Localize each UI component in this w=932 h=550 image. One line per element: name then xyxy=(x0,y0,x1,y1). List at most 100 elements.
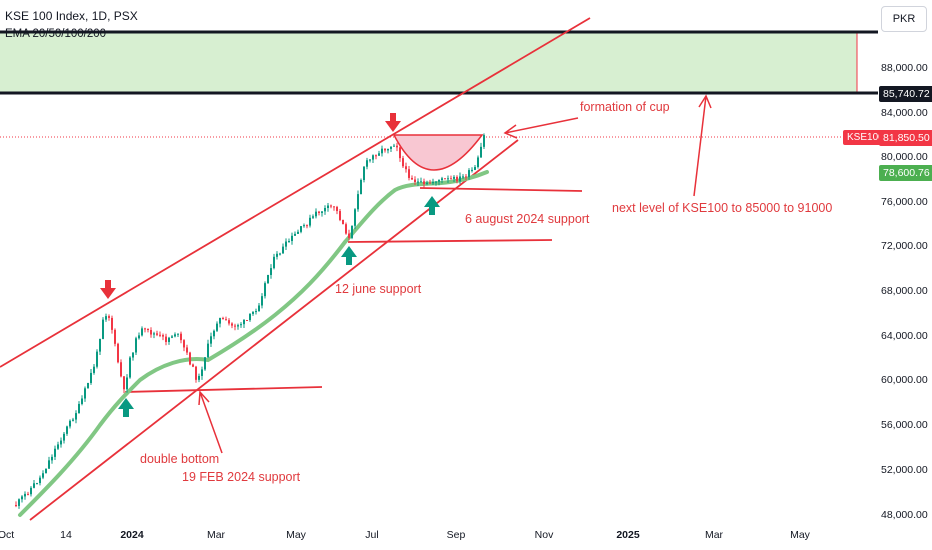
y-tick-label: 72,000.00 xyxy=(881,240,928,252)
candle-body xyxy=(231,323,233,326)
candle-body xyxy=(402,158,404,167)
annotation-june-support: 12 june support xyxy=(335,282,422,296)
candle-body xyxy=(234,325,236,327)
candle-body xyxy=(219,318,221,324)
y-tick-label: 48,000.00 xyxy=(881,509,928,521)
candle-body xyxy=(213,330,215,337)
target-zone xyxy=(0,32,857,93)
y-tick-label: 56,000.00 xyxy=(881,419,928,431)
candle-body xyxy=(384,148,386,151)
candle-body xyxy=(42,473,44,478)
candle-body xyxy=(27,493,29,495)
x-tick-label: 2024 xyxy=(120,529,144,541)
candle-body xyxy=(210,336,212,344)
resistance-price-badge: 85,740.72 xyxy=(879,86,932,102)
candle-body xyxy=(255,311,257,313)
candle-body xyxy=(90,372,92,383)
candle-body xyxy=(135,338,137,353)
x-tick-label: Mar xyxy=(206,529,226,541)
y-tick-label: 68,000.00 xyxy=(881,285,928,297)
support-line-june xyxy=(347,239,553,243)
candle-body xyxy=(183,340,185,348)
candle-body xyxy=(330,205,332,207)
candle-body xyxy=(45,468,47,474)
candle-body xyxy=(243,319,245,325)
candle-body xyxy=(72,419,74,421)
channel-upper-line xyxy=(0,17,591,368)
candle-body xyxy=(33,483,35,488)
y-tick-label: 60,000.00 xyxy=(881,374,928,386)
candle-body xyxy=(282,246,284,254)
candle-body xyxy=(270,268,272,275)
candle-body xyxy=(300,226,302,232)
indicator-legend[interactable]: EMA 20/50/100/200 xyxy=(5,28,107,40)
candle-body xyxy=(252,312,254,314)
candle-body xyxy=(468,170,470,178)
support-line-aug xyxy=(419,187,583,192)
candle-body xyxy=(348,233,350,238)
candle-body xyxy=(204,357,206,370)
candle-body xyxy=(105,316,107,320)
candle-body xyxy=(168,337,170,342)
candle-body xyxy=(141,328,143,336)
candle-body xyxy=(81,398,83,404)
candle-body xyxy=(201,369,203,376)
candle-body xyxy=(180,333,182,341)
candle-body xyxy=(15,505,17,506)
candle-body xyxy=(390,146,392,149)
candle-body xyxy=(291,235,293,242)
candle-body xyxy=(426,182,428,185)
arrow-up-june xyxy=(341,246,357,265)
candle-body xyxy=(456,176,458,182)
x-tick-label: Jul xyxy=(365,529,379,541)
arrow-up-aug xyxy=(424,196,440,215)
candle-body xyxy=(84,388,86,399)
candle-body xyxy=(153,333,155,335)
candle-body xyxy=(138,335,140,339)
ema-line xyxy=(18,170,489,517)
y-tick-label: 84,000.00 xyxy=(881,107,928,119)
candle-body xyxy=(246,319,248,321)
arrow-up-jan xyxy=(118,398,134,417)
candle-body xyxy=(21,496,23,500)
candle-body xyxy=(483,135,485,147)
candle-body xyxy=(267,274,269,284)
candle-body xyxy=(279,253,281,255)
y-tick-label: 76,000.00 xyxy=(881,196,928,208)
annotation-double-bottom: double bottom xyxy=(140,452,220,466)
candle-body xyxy=(345,224,347,234)
x-tick-label: Oct xyxy=(0,529,15,541)
x-tick-label: 2025 xyxy=(616,529,640,541)
x-tick-label: 14 xyxy=(60,529,72,541)
y-tick-label: 64,000.00 xyxy=(881,330,928,342)
candle-body xyxy=(240,324,242,326)
candle-body xyxy=(216,323,218,331)
candle-body xyxy=(441,178,443,181)
candle-body xyxy=(171,336,173,338)
candle-body xyxy=(147,328,149,330)
candle-body xyxy=(99,338,101,352)
candle-body xyxy=(207,343,209,358)
candle-body xyxy=(465,176,467,178)
currency-button[interactable]: PKR xyxy=(881,6,927,32)
candle-body xyxy=(30,487,32,495)
candle-body xyxy=(363,166,365,180)
arrow-down-oct xyxy=(100,280,116,299)
candle-body xyxy=(96,351,98,367)
candle-body xyxy=(150,329,152,335)
candle-body xyxy=(144,328,146,330)
candle-body xyxy=(342,219,344,225)
candle-body xyxy=(459,176,461,182)
candle-body xyxy=(24,493,26,497)
candle-body xyxy=(405,166,407,170)
candle-body xyxy=(309,217,311,226)
candle-body xyxy=(303,225,305,227)
candle-body xyxy=(387,148,389,151)
candle-body xyxy=(225,319,227,321)
candle-body xyxy=(114,329,116,344)
candle-body xyxy=(333,206,335,208)
candle-body xyxy=(354,209,356,226)
candle-body xyxy=(438,180,440,182)
arrow-down-jul xyxy=(385,113,401,132)
